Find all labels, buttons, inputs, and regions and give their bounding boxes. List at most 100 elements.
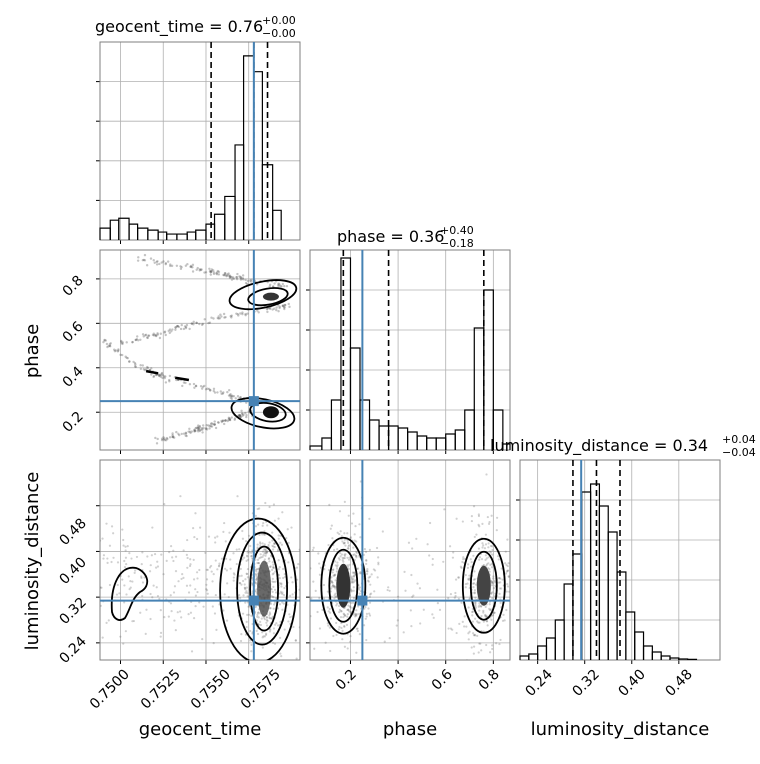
geocent-vs-phase-pt-2-112 bbox=[116, 350, 120, 353]
diag-phase-bar-13 bbox=[435, 437, 447, 450]
geocent-vs-lumi-pt-234 bbox=[112, 556, 115, 559]
geocent-vs-lumi-pt-226 bbox=[140, 575, 143, 578]
geocent-vs-phase-pt-2-7 bbox=[164, 381, 168, 384]
geocent-vs-phase-pt-0-9 bbox=[235, 276, 238, 279]
geocent-vs-lumi-pt-29 bbox=[143, 576, 146, 579]
geocent-vs-lumi-pt-573 bbox=[181, 573, 184, 576]
geocent-vs-lumi-pt-255 bbox=[285, 537, 288, 540]
geocent-vs-lumi-pt-50 bbox=[216, 568, 219, 571]
phase-vs-lumi-pt-61 bbox=[480, 557, 484, 561]
phase-vs-lumi-pt-63 bbox=[459, 662, 461, 664]
phase-vs-lumi-pt-757 bbox=[354, 615, 357, 618]
geocent-vs-lumi-pt-609 bbox=[281, 567, 285, 571]
geocent-vs-lumi-pt-593 bbox=[277, 517, 280, 520]
geocent-vs-lumi-pt-27 bbox=[257, 623, 260, 626]
phase-vs-lumi-pt-189 bbox=[377, 563, 380, 566]
geocent-vs-phase-pt-0-70 bbox=[228, 275, 232, 278]
phase-vs-lumi-pt-276 bbox=[482, 563, 486, 567]
geocent-vs-phase-pt-3-74 bbox=[202, 426, 205, 430]
geocent-vs-phase-pt-1-54 bbox=[230, 314, 233, 317]
geocent-vs-lumi-pt-186 bbox=[187, 591, 191, 594]
geocent-vs-phase-pt-0-32 bbox=[164, 262, 167, 266]
geocent-vs-lumi-pt-450 bbox=[159, 609, 162, 612]
geocent-vs-lumi-pt-601 bbox=[106, 557, 109, 560]
phase-vs-lumi-pt-227 bbox=[337, 557, 340, 560]
xlabel-geocent: geocent_time bbox=[139, 719, 262, 740]
geocent-vs-lumi-pt-271 bbox=[272, 572, 275, 575]
geocent-vs-phase-pt-2-13 bbox=[103, 338, 106, 342]
geocent-vs-lumi-pt-579 bbox=[271, 641, 275, 644]
geocent-vs-lumi-pt-566 bbox=[101, 636, 104, 639]
geocent-vs-lumi-pt-175 bbox=[243, 586, 247, 589]
diag-lumi-bar-8 bbox=[589, 483, 601, 660]
geocent-vs-lumi-pt-291 bbox=[292, 625, 295, 629]
phase-vs-lumi-pt-538 bbox=[490, 584, 494, 587]
geocent-vs-phase-pt-2-61 bbox=[206, 387, 209, 390]
geocent-vs-lumi-pt-482 bbox=[265, 551, 268, 554]
diag-phase-bar-2 bbox=[330, 399, 342, 450]
geocent-vs-lumi-pt-96 bbox=[149, 564, 152, 567]
geocent-vs-phase-pt-2-90 bbox=[181, 384, 184, 388]
phase-vs-lumi-pt-116 bbox=[355, 550, 358, 553]
geocent-vs-phase-pt-3-112 bbox=[241, 414, 244, 418]
geocent-vs-phase-pt-3-92 bbox=[198, 428, 201, 432]
geocent-vs-lumi-pt-598 bbox=[232, 579, 235, 582]
title-geocent-sup: +0.00 bbox=[262, 14, 296, 27]
geocent-vs-phase-pt-1-83 bbox=[224, 315, 227, 319]
geocent-vs-lumi-pt-3 bbox=[185, 584, 189, 587]
geocent-vs-phase-pt-2-74 bbox=[124, 355, 127, 358]
geocent-vs-lumi-pt-570 bbox=[262, 548, 265, 551]
phase-vs-lumi-pt-385 bbox=[457, 597, 460, 601]
phase-vs-lumi-pt-300 bbox=[462, 558, 465, 561]
phase-vs-lumi-pt-519 bbox=[504, 572, 508, 575]
phase-vs-lumi-pt-617 bbox=[487, 546, 490, 549]
diag-lumi-bar-2 bbox=[537, 645, 548, 660]
phase-vs-lumi-right-core bbox=[476, 565, 491, 606]
geocent-vs-lumi-pt-564 bbox=[205, 568, 208, 571]
phase-vs-lumi-pt-460 bbox=[350, 601, 353, 604]
phase-vs-lumi-right-c1 bbox=[469, 550, 498, 621]
geocent-vs-phase-top-c1 bbox=[247, 287, 289, 307]
geocent-vs-phase-pt-0-13 bbox=[158, 262, 161, 266]
phase-vs-lumi-pt-44 bbox=[358, 592, 361, 595]
phase-vs-lumi-pt-774 bbox=[332, 634, 335, 638]
geocent-vs-lumi-pt-647 bbox=[271, 539, 274, 542]
geocent-vs-phase-pt-0-65 bbox=[210, 270, 213, 273]
phase-vs-lumi-pt-198 bbox=[349, 536, 353, 539]
geocent-vs-lumi-pt-368 bbox=[264, 548, 267, 552]
geocent-vs-phase-pt-0-74 bbox=[244, 278, 247, 282]
geocent-vs-phase-pt-1-6 bbox=[288, 305, 291, 309]
phase-vs-lumi-pt-775 bbox=[355, 651, 358, 654]
geocent-vs-lumi-pt-525 bbox=[172, 559, 175, 563]
phase-vs-lumi-pt-57 bbox=[355, 627, 358, 630]
phase-vs-lumi-pt-156 bbox=[324, 641, 327, 644]
phase-vs-lumi-pt-659 bbox=[474, 603, 477, 606]
geocent-vs-phase-pt-3-6 bbox=[227, 417, 231, 420]
phase-vs-lumi-pt-673 bbox=[484, 543, 488, 546]
geocent-vs-lumi-pt-557 bbox=[206, 592, 209, 595]
phase-vs-lumi-pt-141 bbox=[363, 548, 367, 551]
geocent-vs-lumi-pt-348 bbox=[257, 561, 260, 565]
geocent-vs-phase-pt-1-12 bbox=[163, 330, 167, 333]
geocent-vs-phase-pt-1-71 bbox=[278, 305, 281, 308]
geocent-vs-phase-pt-2-0 bbox=[192, 382, 196, 386]
phase-vs-lumi-pt-348 bbox=[332, 548, 336, 552]
geocent-vs-phase-pt-2-27 bbox=[203, 384, 206, 388]
geocent-vs-lumi-pt-82 bbox=[246, 558, 250, 561]
phase-vs-lumi-pt-180 bbox=[365, 562, 368, 565]
geocent-vs-lumi-pt-353 bbox=[214, 593, 217, 597]
geocent-vs-lumi-pt-217 bbox=[149, 592, 152, 596]
geocent-vs-phase-pt-3-28 bbox=[213, 423, 216, 426]
phase-vs-lumi-pt-265 bbox=[412, 594, 415, 597]
phase-vs-lumi-pt-60 bbox=[331, 581, 334, 584]
geocent-vs-phase-pt-1-95 bbox=[152, 334, 156, 337]
geocent-vs-lumi-pt-230 bbox=[279, 541, 282, 544]
geocent-vs-lumi-pt-572 bbox=[271, 544, 274, 547]
phase-vs-lumi-pt-86 bbox=[403, 570, 406, 573]
phase-vs-lumi-left-c2 bbox=[320, 536, 367, 635]
geocent-vs-lumi-pt-67 bbox=[282, 594, 286, 597]
geocent-vs-phase-pt-1-30 bbox=[284, 303, 287, 307]
phase-vs-lumi-pt-184 bbox=[322, 597, 326, 600]
phase-vs-lumi-pt-486 bbox=[485, 620, 489, 623]
geocent-vs-phase-pt-1-78 bbox=[282, 304, 285, 308]
